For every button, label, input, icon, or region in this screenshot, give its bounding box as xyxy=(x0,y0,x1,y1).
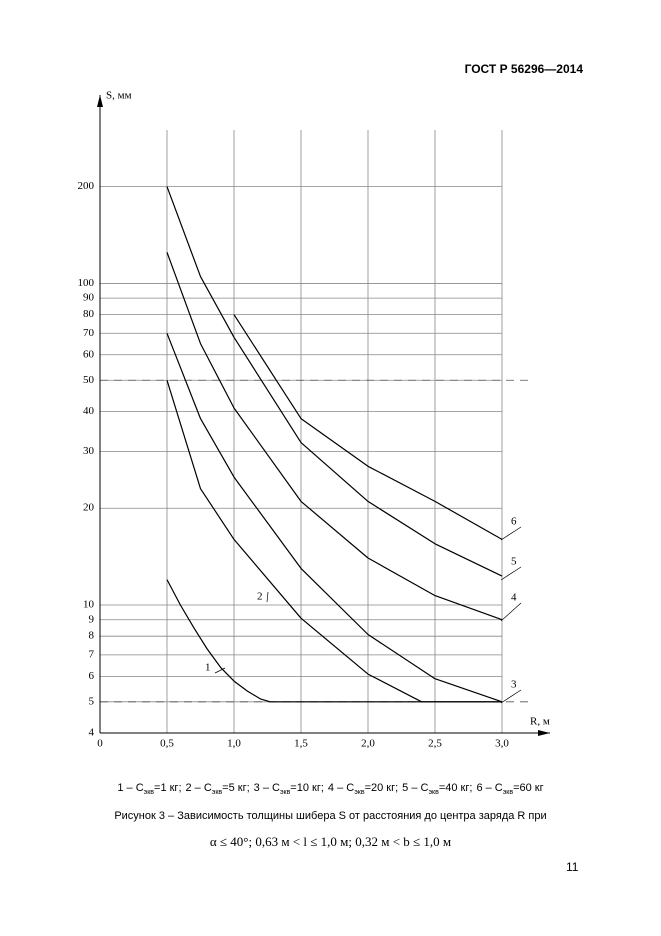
legend-pre: 5 – С xyxy=(402,782,429,794)
x-tick-label: 3,0 xyxy=(495,738,509,750)
legend-sub: экв xyxy=(143,789,155,797)
y-axis-label: S, мм xyxy=(106,90,132,102)
series-line xyxy=(166,380,502,703)
y-tick-label: 90 xyxy=(83,292,95,304)
x-tick-label: 0 xyxy=(97,738,103,750)
legend-item: 1 – Сэкв=1 кг; xyxy=(117,782,182,797)
legend: 1 – Сэкв=1 кг; 2 – Сэкв=5 кг; 3 – Сэкв=10 … xyxy=(0,782,661,796)
legend-pre: 1 – С xyxy=(117,782,144,794)
legend-item: 2 – Сэкв=5 кг; xyxy=(185,782,250,797)
y-tick-label: 6 xyxy=(89,670,95,682)
legend-post: =60 кг xyxy=(513,782,544,794)
y-tick-label: 20 xyxy=(83,502,95,514)
series-label: 5 xyxy=(511,556,517,568)
label-leader xyxy=(266,591,269,603)
label-leader xyxy=(214,667,226,674)
y-tick-label: 100 xyxy=(78,277,95,289)
legend-post: =5 кг; xyxy=(222,782,250,794)
y-tick-label: 5 xyxy=(89,695,95,707)
label-leader xyxy=(500,566,522,581)
legend-sub: экв xyxy=(354,789,365,797)
y-tick-label: 70 xyxy=(83,327,95,339)
chart: S, мм R, м 45678910203040506070809010020… xyxy=(78,90,550,750)
legend-item: 4 – Сэкв=20 кг; xyxy=(327,782,399,797)
series-label: 2 xyxy=(257,591,263,603)
x-tick-label: 1,0 xyxy=(227,738,241,750)
y-tick-label: 200 xyxy=(78,180,95,192)
series-line xyxy=(166,252,503,621)
legend-sub: экв xyxy=(502,789,514,797)
legend-pre: 6 – С xyxy=(476,782,503,794)
series-label: 1 xyxy=(205,662,211,674)
legend-item: 3 – Сэкв=10 кг; xyxy=(253,782,324,797)
y-tick-label: 30 xyxy=(83,445,95,457)
x-tick-label: 1,5 xyxy=(294,738,308,750)
legend-pre: 4 – С xyxy=(327,782,355,794)
y-axis-arrow xyxy=(97,95,103,107)
x-axis-label: R, м xyxy=(530,716,550,728)
x-axis-arrow xyxy=(538,730,550,736)
series-label: 3 xyxy=(511,679,517,691)
x-tick-label: 2,0 xyxy=(361,738,375,750)
page-number: 11 xyxy=(566,860,579,874)
y-tick-label: 50 xyxy=(83,374,95,386)
y-tick-label: 10 xyxy=(83,599,95,611)
legend-sub: экв xyxy=(211,789,223,797)
y-tick-label: 7 xyxy=(89,648,95,660)
legend-post: =10 кг; xyxy=(290,782,324,794)
x-tick-label: 2,5 xyxy=(428,738,442,750)
x-tick-label: 0,5 xyxy=(160,738,174,750)
header: ГОСТ Р 56296—2014 xyxy=(464,62,583,76)
series-label: 4 xyxy=(511,592,517,604)
label-leader xyxy=(500,602,522,622)
caption: Рисунок 3 – Зависимость толщины шибера S… xyxy=(114,810,547,822)
legend-post: =1 кг; xyxy=(154,782,182,794)
formula: α ≤ 40°; 0,63 м < l ≤ 1,0 м; 0,32 м < b … xyxy=(209,834,452,849)
legend-pre: 2 – С xyxy=(185,782,212,794)
legend-pre: 3 – С xyxy=(253,782,280,794)
y-tick-label: 60 xyxy=(83,348,95,360)
series-label: 6 xyxy=(511,516,517,528)
legend-sub: экв xyxy=(279,789,291,797)
series-line xyxy=(233,314,503,540)
series-line xyxy=(166,333,503,703)
legend-post: =40 кг; xyxy=(438,782,473,794)
y-tick-label: 8 xyxy=(89,630,95,642)
series-line xyxy=(166,579,502,703)
label-leader xyxy=(500,689,522,704)
series-line xyxy=(166,186,503,577)
legend-sub: экв xyxy=(428,789,439,797)
legend-item: 6 – Сэкв=60 кг xyxy=(476,782,544,797)
y-tick-label: 4 xyxy=(89,727,95,739)
legend-post: =20 кг; xyxy=(364,782,399,794)
label-leader xyxy=(500,526,522,541)
legend-item: 5 – Сэкв=40 кг; xyxy=(402,782,473,797)
y-tick-label: 9 xyxy=(89,613,95,625)
y-tick-label: 40 xyxy=(83,405,95,417)
y-tick-label: 80 xyxy=(83,308,95,320)
